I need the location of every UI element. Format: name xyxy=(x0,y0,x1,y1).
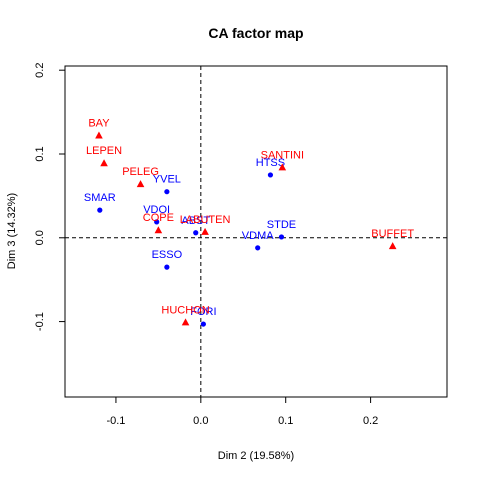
x-axis-label: Dim 2 (19.58%) xyxy=(218,450,294,462)
plot-area: -0.1 0.0 0.1 0.2 -0.1 0.0 0.1 0.2 SMAR YVEL VDOI ES… xyxy=(34,63,448,427)
data-point-triangle xyxy=(278,163,287,171)
data-point-triangle xyxy=(181,318,190,326)
x-tick-label: 0.2 xyxy=(363,415,378,427)
data-point-label: BAY xyxy=(88,118,110,130)
data-point-triangle xyxy=(95,131,103,139)
data-point-label: STDE xyxy=(267,219,296,231)
y-tick-label: 0.1 xyxy=(34,146,46,161)
data-point-label: LEPEN xyxy=(86,145,122,157)
data-point-label: SMAR xyxy=(84,192,116,204)
data-point-circle xyxy=(193,230,199,236)
data-point-label: HUCHON xyxy=(161,304,209,316)
y-axis-label: Dim 3 (14.32%) xyxy=(6,193,18,269)
data-point-label: VDMA xyxy=(242,230,274,242)
data-point-triangle xyxy=(100,159,108,167)
data-point-circle xyxy=(200,321,206,327)
data-point-circle xyxy=(278,234,285,240)
data-point-circle xyxy=(164,264,170,270)
data-point-label: LABUTEN xyxy=(180,214,231,226)
plot-frame xyxy=(64,65,448,398)
x-tick-label: 0.0 xyxy=(193,415,208,427)
data-point-label: COPE xyxy=(143,212,174,224)
data-point-label: PELEG xyxy=(122,166,159,178)
y-tick-label: 0.0 xyxy=(34,230,46,245)
data-point-circle xyxy=(164,189,170,195)
data-point-label: ESSO xyxy=(152,249,183,261)
x-tick-label: -0.1 xyxy=(106,415,125,427)
y-tick-label: 0.2 xyxy=(34,63,46,78)
data-point-circle xyxy=(97,207,103,213)
data-point-label: ABST xyxy=(181,215,210,227)
data-point-triangle xyxy=(136,180,145,188)
data-point-circle xyxy=(154,219,160,225)
data-point-triangle xyxy=(201,227,209,235)
data-point-label: SANTINI xyxy=(261,149,304,161)
data-point-label: HTSS xyxy=(256,157,285,169)
data-point-label: FORI xyxy=(190,306,216,318)
data-point-label: YVEL xyxy=(153,174,181,186)
data-point-label: VDOI xyxy=(143,204,170,216)
data-point-circle xyxy=(267,172,274,178)
chart-title: CA factor map xyxy=(208,25,303,41)
data-point-label: BUFFET xyxy=(371,228,414,240)
data-point-circle xyxy=(255,245,261,251)
data-point-triangle xyxy=(388,242,397,250)
x-tick-label: 0.1 xyxy=(278,415,293,427)
y-tick-label: -0.1 xyxy=(34,312,46,331)
data-point-triangle xyxy=(154,226,163,234)
